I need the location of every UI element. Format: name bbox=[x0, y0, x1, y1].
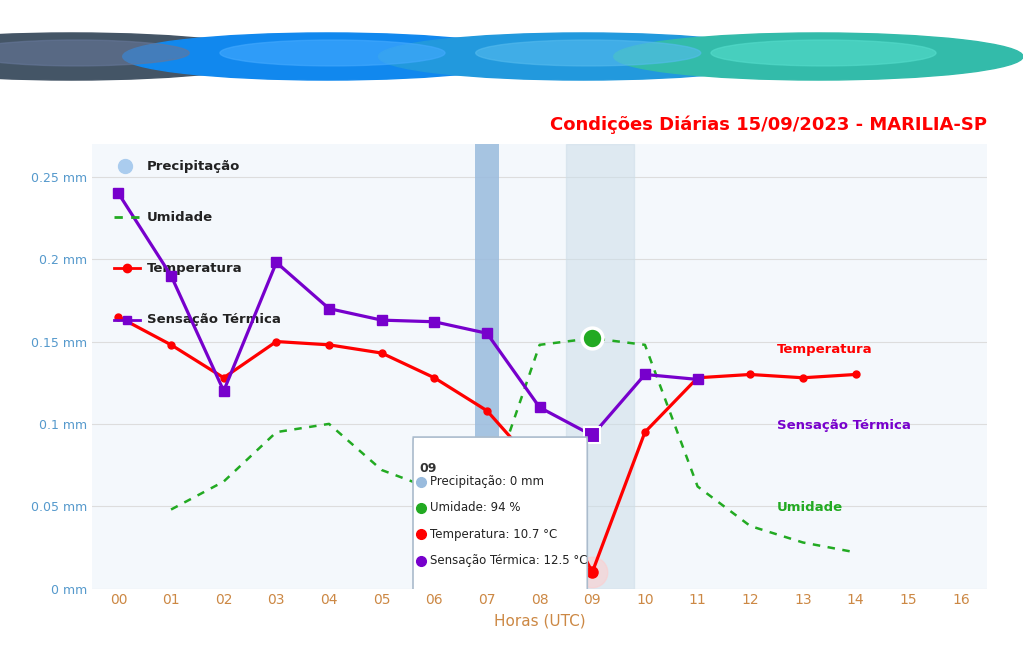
Bar bbox=[566, 144, 634, 589]
Text: Precipitação: 0 mm: Precipitação: 0 mm bbox=[430, 475, 544, 488]
Text: Umidade: Umidade bbox=[776, 501, 843, 514]
Text: 0 mm: 0 mm bbox=[813, 48, 865, 65]
Text: Precipitação: Precipitação bbox=[146, 160, 240, 173]
Text: 13,3°C: 13,3°C bbox=[302, 48, 363, 65]
Text: Temperatura: Temperatura bbox=[146, 262, 242, 275]
Circle shape bbox=[379, 33, 788, 80]
Text: Umidade: Umidade bbox=[146, 211, 213, 224]
Text: Condições Diárias 15/09/2023 - MARILIA-SP: Condições Diárias 15/09/2023 - MARILIA-S… bbox=[550, 116, 987, 134]
Text: Umidade: 94 %: Umidade: 94 % bbox=[430, 502, 521, 515]
Circle shape bbox=[220, 40, 445, 66]
Circle shape bbox=[0, 40, 189, 66]
Circle shape bbox=[0, 33, 276, 80]
Bar bbox=[475, 144, 499, 589]
Circle shape bbox=[476, 40, 701, 66]
FancyBboxPatch shape bbox=[413, 437, 587, 602]
Text: 09: 09 bbox=[419, 462, 437, 475]
X-axis label: Horas (UTC): Horas (UTC) bbox=[494, 613, 585, 628]
Circle shape bbox=[614, 33, 1023, 80]
Text: 87%: 87% bbox=[558, 48, 597, 65]
Text: Temperatura: Temperatura bbox=[776, 343, 873, 356]
Text: Sensação Térmica: 12.5 °C: Sensação Térmica: 12.5 °C bbox=[430, 554, 587, 567]
Text: Sensação Térmica: Sensação Térmica bbox=[146, 313, 280, 326]
Circle shape bbox=[123, 33, 532, 80]
Text: Sensação Térmica: Sensação Térmica bbox=[776, 419, 910, 432]
Text: Temperatura: 10.7 °C: Temperatura: 10.7 °C bbox=[430, 528, 558, 541]
Circle shape bbox=[711, 40, 936, 66]
